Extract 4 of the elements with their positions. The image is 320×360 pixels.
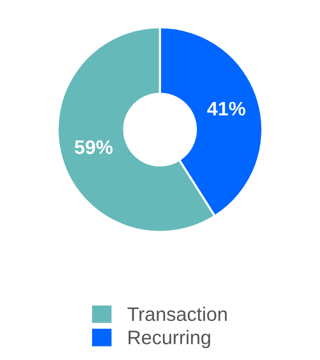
legend-label: Recurring <box>128 330 210 348</box>
data-label: 59% <box>74 140 113 154</box>
data-label: 41% <box>207 102 246 116</box>
legend-label: Transaction <box>128 306 227 322</box>
